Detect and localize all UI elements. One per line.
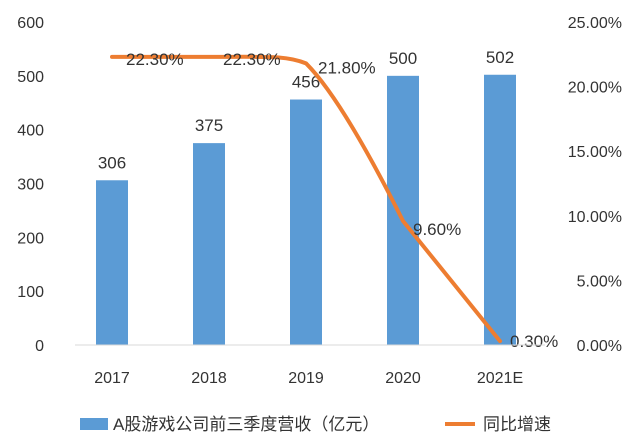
growth-line <box>110 54 502 344</box>
legend: A股游戏公司前三季度营收（亿元） 同比增速 <box>80 415 551 434</box>
y-right-tick-label: 15.00% <box>568 144 622 161</box>
bar <box>96 180 128 345</box>
x-tick-label: 2020 <box>385 370 421 387</box>
line-data-label: 9.60% <box>413 220 461 239</box>
bar <box>290 99 322 346</box>
legend-label-bar: A股游戏公司前三季度营收（亿元） <box>113 415 379 434</box>
y-right-tick-label: 0.00% <box>577 338 622 355</box>
line-data-label: 22.30% <box>126 50 184 69</box>
legend-swatch-bar <box>80 418 108 430</box>
y-left-tick-label: 100 <box>17 284 44 301</box>
line-series: 22.30% 22.30% 21.80% 9.60% 0.30% <box>110 50 558 351</box>
bar <box>387 75 419 345</box>
bar-data-label: 456 <box>292 73 320 92</box>
watermark-text: 格隆汇 <box>588 419 630 435</box>
line-data-label: 0.30% <box>510 332 558 351</box>
bar-series <box>96 74 516 346</box>
line-data-label: 22.30% <box>223 50 281 69</box>
bar-data-label: 375 <box>195 116 223 135</box>
y-axis-left: 0 100 200 300 400 500 600 <box>17 15 44 355</box>
x-tick-label: 2017 <box>94 370 130 387</box>
bar-data-label: 306 <box>98 153 126 172</box>
bar <box>193 143 225 345</box>
bar-data-label: 500 <box>389 49 417 68</box>
legend-label-line: 同比增速 <box>483 415 551 434</box>
y-left-tick-label: 0 <box>35 338 44 355</box>
y-right-tick-label: 20.00% <box>568 80 622 97</box>
bar-data-labels: 306 375 456 500 502 <box>98 48 514 173</box>
y-left-tick-label: 400 <box>17 123 44 140</box>
line-data-label: 21.80% <box>318 58 376 77</box>
x-axis: 2017 2018 2019 2020 2021E <box>94 370 523 387</box>
watermark: 格隆汇 <box>566 418 630 436</box>
x-tick-label: 2018 <box>191 370 227 387</box>
x-tick-label: 2021E <box>477 370 523 387</box>
y-left-tick-label: 200 <box>17 230 44 247</box>
y-axis-right: 0.00% 5.00% 10.00% 15.00% 20.00% 25.00% <box>568 15 622 355</box>
y-left-tick-label: 500 <box>17 69 44 86</box>
watermark-logo-icon <box>566 418 584 436</box>
x-tick-label: 2019 <box>288 370 324 387</box>
bar <box>484 74 516 346</box>
y-right-tick-label: 10.00% <box>568 209 622 226</box>
y-left-tick-label: 600 <box>17 15 44 32</box>
bar-data-label: 502 <box>486 48 514 67</box>
y-left-tick-label: 300 <box>17 177 44 194</box>
y-right-tick-label: 25.00% <box>568 15 622 32</box>
y-right-tick-label: 5.00% <box>577 273 622 290</box>
